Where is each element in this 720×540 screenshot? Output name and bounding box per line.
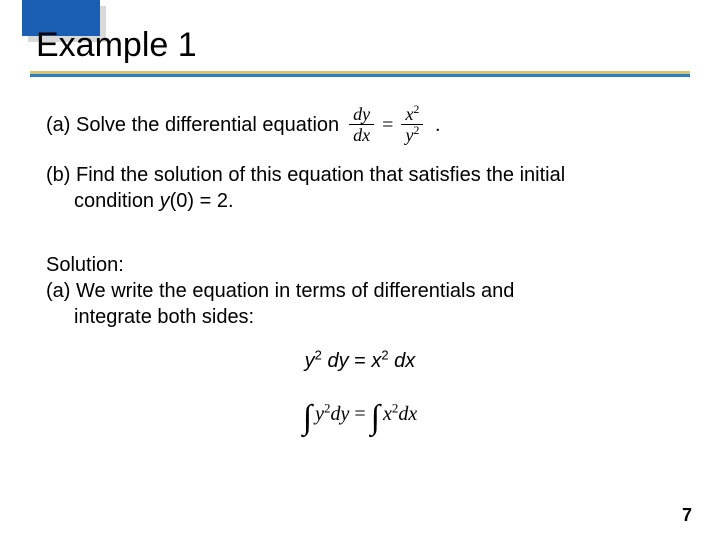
solution-a-line2: integrate both sides:: [46, 304, 674, 330]
part-a: (a) Solve the differential equation dy d…: [46, 105, 674, 144]
solution-label: Solution:: [46, 252, 674, 278]
title-rule: Example 1: [30, 18, 690, 77]
slide-body: (a) Solve the differential equation dy d…: [0, 77, 720, 440]
equation-separated: y2 dy = x2 dx: [46, 348, 674, 374]
equation-dy-dx: dy dx = x2 y2 .: [349, 105, 440, 144]
slide-header: Example 1: [0, 0, 720, 77]
part-b: (b) Find the solution of this equation t…: [46, 162, 674, 214]
slide-title: Example 1: [36, 26, 197, 64]
solution-a-line1: (a) We write the equation in terms of di…: [46, 278, 674, 304]
part-b-line2: condition y(0) = 2.: [46, 188, 674, 214]
page-number: 7: [682, 505, 692, 526]
part-b-line1: (b) Find the solution of this equation t…: [46, 162, 674, 188]
equation-integrals: ∫y2dy = ∫x2dx: [46, 396, 674, 440]
part-a-text: (a) Solve the differential equation: [46, 112, 339, 138]
